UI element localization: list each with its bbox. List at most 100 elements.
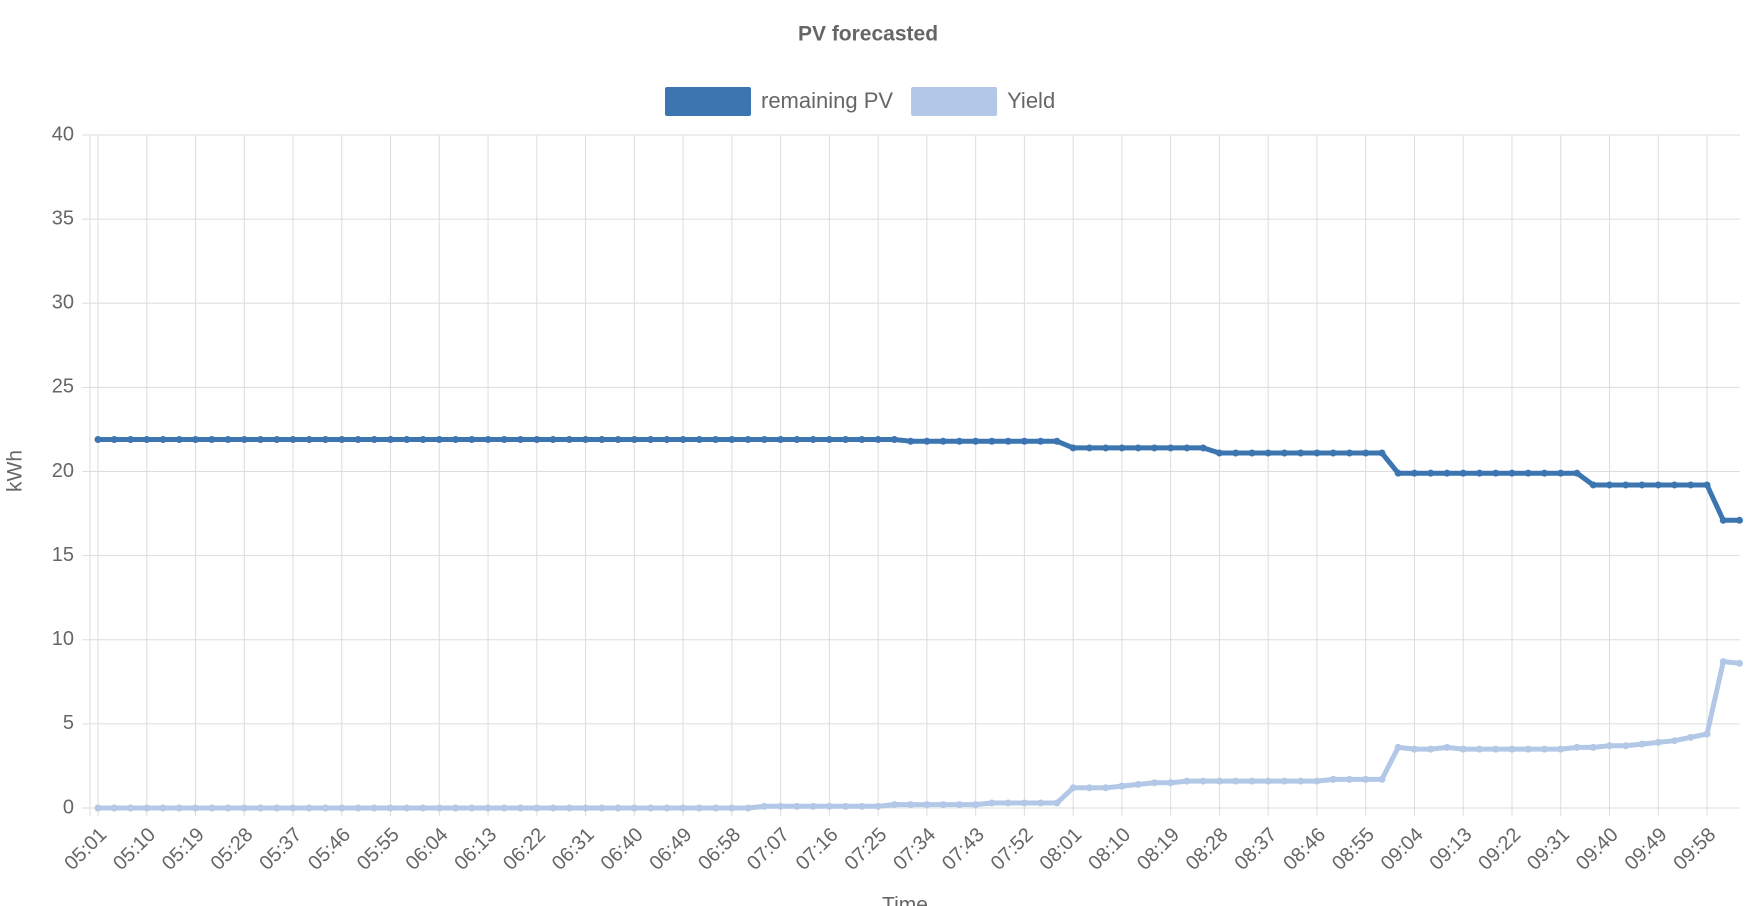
data-point xyxy=(127,436,135,444)
data-point xyxy=(1394,469,1402,477)
data-point xyxy=(1703,730,1711,738)
data-point xyxy=(1459,745,1467,753)
data-point xyxy=(1345,775,1353,783)
data-point xyxy=(1622,742,1630,750)
x-tick-label: 07:25 xyxy=(840,824,891,875)
y-tick-label: 0 xyxy=(63,796,74,818)
x-tick-label: 08:19 xyxy=(1133,824,1184,875)
data-point xyxy=(1427,745,1435,753)
data-point xyxy=(1524,745,1532,753)
data-point xyxy=(858,436,866,444)
x-tick-label: 08:01 xyxy=(1035,824,1086,875)
data-point xyxy=(435,436,443,444)
data-point xyxy=(1085,444,1093,452)
data-point xyxy=(192,436,200,444)
data-point xyxy=(598,804,606,812)
data-point xyxy=(1102,784,1110,792)
data-point xyxy=(582,436,590,444)
data-point xyxy=(240,436,248,444)
data-point xyxy=(1475,745,1483,753)
data-point xyxy=(1540,745,1548,753)
data-point xyxy=(1410,469,1418,477)
data-point xyxy=(1622,481,1630,489)
x-tick-label: 06:40 xyxy=(597,824,648,875)
data-point xyxy=(1589,743,1597,751)
x-tick-label: 06:04 xyxy=(402,824,453,875)
data-point xyxy=(403,436,411,444)
data-point xyxy=(1280,449,1288,457)
data-point xyxy=(419,436,427,444)
data-point xyxy=(1638,481,1646,489)
y-axis-label: kWh xyxy=(4,450,27,492)
data-point xyxy=(110,436,118,444)
y-tick-label: 5 xyxy=(63,712,74,734)
data-point xyxy=(370,804,378,812)
data-point xyxy=(793,802,801,810)
data-point xyxy=(224,436,232,444)
data-point xyxy=(1167,444,1175,452)
data-point xyxy=(1134,444,1142,452)
data-point xyxy=(517,436,525,444)
data-point xyxy=(1508,745,1516,753)
data-point xyxy=(1215,777,1223,785)
series-points xyxy=(94,436,1744,524)
data-point xyxy=(647,804,655,812)
data-point xyxy=(939,801,947,809)
data-point xyxy=(760,802,768,810)
data-point xyxy=(1183,777,1191,785)
x-tick-label: 05:37 xyxy=(255,824,306,875)
data-point xyxy=(1394,743,1402,751)
data-point xyxy=(842,802,850,810)
data-point xyxy=(289,436,297,444)
data-point xyxy=(1020,437,1028,445)
x-tick-label: 06:49 xyxy=(645,824,696,875)
data-point xyxy=(1410,745,1418,753)
data-point xyxy=(305,436,313,444)
y-tick-label: 25 xyxy=(52,376,74,398)
data-point xyxy=(1232,777,1240,785)
data-point xyxy=(549,804,557,812)
data-point xyxy=(695,436,703,444)
data-point xyxy=(224,804,232,812)
data-point xyxy=(240,804,248,812)
data-point xyxy=(1053,437,1061,445)
data-point xyxy=(1085,784,1093,792)
data-point xyxy=(1687,481,1695,489)
data-point xyxy=(1004,437,1012,445)
x-tick-label: 09:13 xyxy=(1426,824,1477,875)
data-point xyxy=(1134,780,1142,788)
data-point xyxy=(1313,449,1321,457)
data-point xyxy=(809,436,817,444)
x-tick-label: 05:19 xyxy=(158,824,209,875)
x-tick-label: 09:49 xyxy=(1621,824,1672,875)
data-point xyxy=(1004,799,1012,807)
data-point xyxy=(468,436,476,444)
data-point xyxy=(874,436,882,444)
data-point xyxy=(143,804,151,812)
data-point xyxy=(939,437,947,445)
data-point xyxy=(1313,777,1321,785)
data-point xyxy=(387,436,395,444)
data-point xyxy=(1037,799,1045,807)
data-point xyxy=(533,436,541,444)
data-point xyxy=(1427,469,1435,477)
data-point xyxy=(94,436,102,444)
data-point xyxy=(1069,444,1077,452)
data-point xyxy=(1605,742,1613,750)
data-point xyxy=(793,436,801,444)
data-point xyxy=(192,804,200,812)
data-point xyxy=(533,804,541,812)
data-point xyxy=(403,804,411,812)
data-point xyxy=(663,436,671,444)
data-point xyxy=(614,436,622,444)
legend-swatch xyxy=(911,87,998,116)
data-point xyxy=(257,804,265,812)
data-point xyxy=(972,801,980,809)
data-point xyxy=(923,801,931,809)
data-point xyxy=(825,802,833,810)
x-axis-label: Time xyxy=(882,893,928,906)
data-point xyxy=(728,436,736,444)
data-point xyxy=(907,801,915,809)
data-point xyxy=(1232,449,1240,457)
